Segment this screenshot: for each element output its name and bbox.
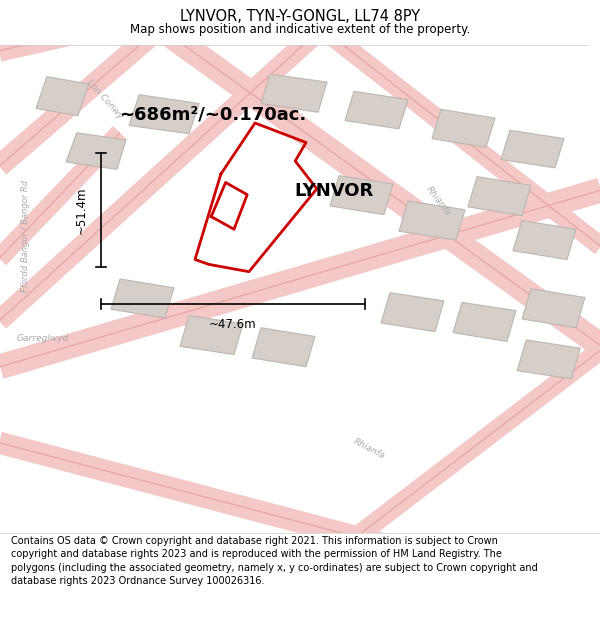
Text: LYNVOR, TYN-Y-GONGL, LL74 8PY: LYNVOR, TYN-Y-GONGL, LL74 8PY — [180, 9, 420, 24]
Polygon shape — [261, 74, 327, 112]
Polygon shape — [399, 201, 465, 240]
Text: Rhianfa: Rhianfa — [424, 184, 452, 218]
Polygon shape — [501, 130, 564, 168]
Polygon shape — [468, 177, 531, 216]
Text: ~47.6m: ~47.6m — [209, 318, 257, 331]
Polygon shape — [517, 340, 580, 379]
Text: Map shows position and indicative extent of the property.: Map shows position and indicative extent… — [130, 23, 470, 36]
Polygon shape — [66, 132, 126, 169]
Text: Contains OS data © Crown copyright and database right 2021. This information is : Contains OS data © Crown copyright and d… — [11, 536, 538, 586]
Polygon shape — [129, 95, 199, 134]
Polygon shape — [513, 221, 576, 259]
Polygon shape — [345, 91, 408, 129]
Polygon shape — [36, 77, 89, 116]
Text: ~686m²/~0.170ac.: ~686m²/~0.170ac. — [119, 105, 306, 123]
Text: Ffordd Bangor / Bangor Rd: Ffordd Bangor / Bangor Rd — [20, 180, 30, 292]
Text: LYNVOR: LYNVOR — [294, 182, 373, 200]
Text: Lon Conwy: Lon Conwy — [85, 78, 125, 121]
Polygon shape — [381, 292, 444, 332]
Polygon shape — [522, 289, 585, 328]
Polygon shape — [330, 176, 393, 214]
Text: Rhianfa: Rhianfa — [352, 437, 386, 461]
Text: Garreglwyd: Garreglwyd — [17, 334, 70, 343]
Polygon shape — [432, 109, 495, 148]
Polygon shape — [453, 302, 516, 341]
Polygon shape — [180, 316, 243, 354]
Polygon shape — [111, 279, 174, 318]
Polygon shape — [252, 328, 315, 367]
Text: ~51.4m: ~51.4m — [75, 187, 88, 234]
